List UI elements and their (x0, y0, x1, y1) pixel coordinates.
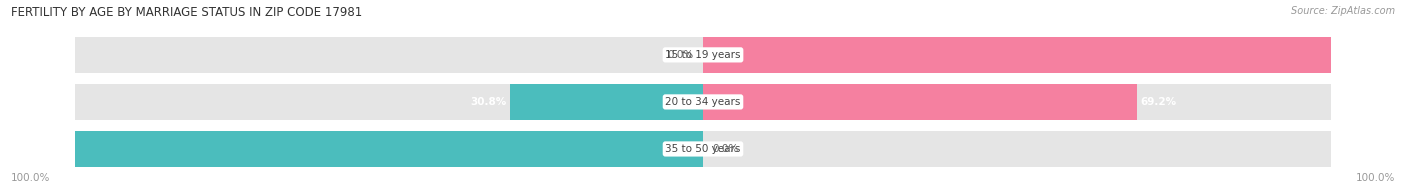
Bar (703, 37, 1330, 73)
Bar (510, 84, 703, 120)
Text: 100.0%: 100.0% (1355, 173, 1395, 183)
Bar (76, 131, 703, 167)
Text: 0.0%: 0.0% (668, 50, 693, 60)
Text: 100.0%: 100.0% (1334, 50, 1378, 60)
Text: FERTILITY BY AGE BY MARRIAGE STATUS IN ZIP CODE 17981: FERTILITY BY AGE BY MARRIAGE STATUS IN Z… (11, 6, 363, 19)
Bar (703, 84, 1137, 120)
Text: 69.2%: 69.2% (1140, 97, 1177, 107)
Text: 35 to 50 years: 35 to 50 years (665, 144, 741, 154)
Text: 15 to 19 years: 15 to 19 years (665, 50, 741, 60)
Bar (76, 131, 703, 167)
Text: 100.0%: 100.0% (11, 173, 51, 183)
Text: Source: ZipAtlas.com: Source: ZipAtlas.com (1291, 6, 1395, 16)
Bar (703, 131, 1330, 167)
Text: 30.8%: 30.8% (470, 97, 506, 107)
Text: 20 to 34 years: 20 to 34 years (665, 97, 741, 107)
Text: 0.0%: 0.0% (713, 144, 738, 154)
Text: 100.0%: 100.0% (28, 144, 72, 154)
Bar (76, 37, 703, 73)
Bar (703, 84, 1330, 120)
Bar (703, 37, 1330, 73)
Bar (76, 84, 703, 120)
